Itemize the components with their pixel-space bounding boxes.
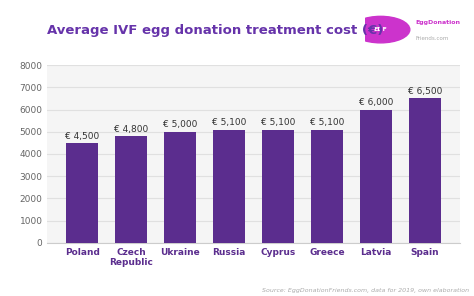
Circle shape [351, 16, 410, 43]
Bar [66, 143, 98, 243]
Bar [311, 130, 343, 243]
Text: Source: EggDonationFriends.com, data for 2019, own elaboration: Source: EggDonationFriends.com, data for… [262, 288, 469, 293]
Text: € 6,000: € 6,000 [359, 98, 393, 107]
Text: € 5,100: € 5,100 [261, 118, 295, 127]
Text: Friends.com: Friends.com [415, 36, 448, 41]
Text: EggDonation: EggDonation [415, 20, 460, 25]
Text: € 5,100: € 5,100 [310, 118, 344, 127]
Text: € 5,000: € 5,000 [163, 120, 197, 130]
Bar [360, 110, 392, 243]
Bar [409, 98, 441, 243]
Text: EDF: EDF [374, 27, 388, 32]
Text: € 6,500: € 6,500 [408, 87, 442, 96]
Bar [262, 130, 294, 243]
Bar [164, 132, 196, 243]
Bar [213, 130, 245, 243]
Text: € 4,500: € 4,500 [65, 132, 99, 141]
Text: Average IVF egg donation treatment cost (€): Average IVF egg donation treatment cost … [47, 24, 384, 37]
Text: € 5,100: € 5,100 [212, 118, 246, 127]
Bar [115, 136, 147, 243]
Text: € 4,800: € 4,800 [114, 125, 148, 134]
